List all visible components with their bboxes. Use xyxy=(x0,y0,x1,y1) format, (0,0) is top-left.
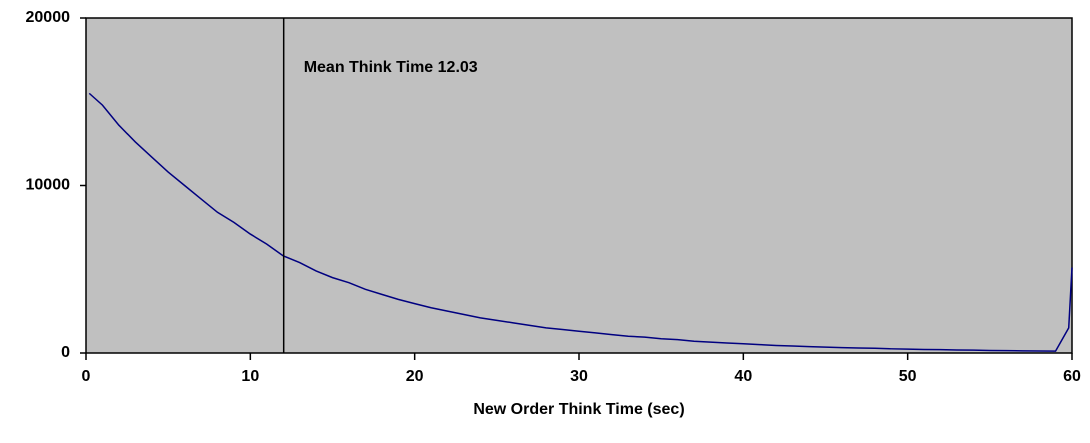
x-tick-label: 50 xyxy=(899,368,917,385)
y-tick-label: 10000 xyxy=(26,177,71,194)
y-tick-label: 0 xyxy=(61,344,70,361)
x-tick-label: 0 xyxy=(82,368,91,385)
plot-area xyxy=(85,17,1073,354)
x-tick-label: 30 xyxy=(570,368,588,385)
x-axis-title: New Order Think Time (sec) xyxy=(473,401,684,418)
x-tick-label: 60 xyxy=(1063,368,1081,385)
x-tick-label: 10 xyxy=(241,368,259,385)
data-line xyxy=(88,92,1073,352)
x-tick-label: 20 xyxy=(406,368,424,385)
y-tick-label: 20000 xyxy=(26,9,71,26)
x-tick-label: 40 xyxy=(734,368,752,385)
annotation: Mean Think Time 12.03 xyxy=(304,59,478,76)
